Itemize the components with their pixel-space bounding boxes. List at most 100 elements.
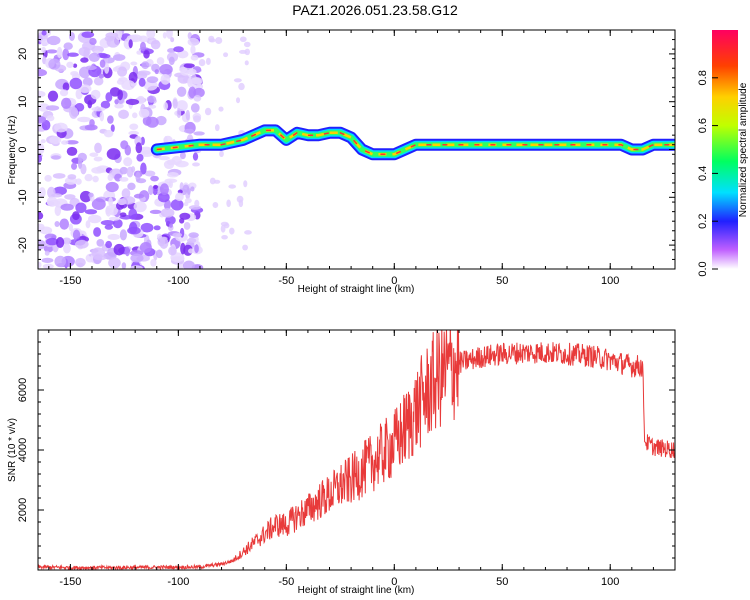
noise-blob [221, 235, 228, 240]
noise-blob [119, 166, 129, 175]
noise-blob [121, 80, 136, 91]
colorbar: 0.0 0.2 0.4 0.6 0.8 Normalized spectral ampl… [697, 30, 749, 277]
noise-blob [212, 202, 219, 209]
noise-blob [159, 64, 173, 75]
noise-blob [104, 35, 114, 42]
noise-blob [157, 192, 170, 203]
noise-blob [112, 218, 123, 229]
spectrogram-x-tick-label: -150 [59, 275, 81, 287]
noise-blob [112, 54, 126, 61]
noise-blob [68, 223, 74, 232]
noise-blob [100, 100, 111, 109]
noise-blob [72, 211, 80, 221]
noise-blob [38, 239, 46, 250]
snr-frame [37, 329, 676, 571]
noise-blob [204, 107, 212, 116]
noise-blob [238, 82, 245, 91]
spectrogram-x-label: Height of straight line (km) [298, 284, 415, 295]
noise-blob [66, 61, 74, 68]
noise-blob [91, 167, 105, 174]
noise-blob [124, 246, 131, 257]
noise-blob [244, 48, 251, 56]
noise-blob [99, 111, 105, 122]
noise-blob [117, 89, 123, 101]
noise-blob [38, 69, 48, 77]
noise-blob [238, 49, 247, 54]
noise-blob [62, 237, 72, 245]
noise-blob [153, 225, 161, 231]
noise-blob [38, 90, 46, 98]
noise-blob [185, 109, 190, 121]
noise-blob [100, 220, 115, 226]
noise-blob [208, 35, 215, 43]
noise-blob [135, 171, 141, 182]
noise-blob [107, 115, 114, 124]
snr-x-tick-label: 0 [391, 576, 397, 588]
noise-blob [166, 159, 176, 166]
colorbar-gradient [712, 30, 738, 269]
noise-blob [112, 66, 119, 72]
noise-blob [187, 37, 200, 47]
snr-y-tick-label: 6000 [17, 378, 29, 402]
noise-blob [193, 87, 205, 98]
noise-blob [244, 60, 249, 66]
noise-blob [41, 30, 47, 36]
noise-blob [121, 262, 127, 269]
noise-blob [96, 239, 105, 247]
noise-blob [105, 240, 113, 249]
noise-blob [176, 108, 182, 119]
noise-blob [63, 42, 73, 50]
spectrogram-y-label: Frequency (Hz) [7, 116, 18, 185]
spectrogram-x-tick-label: 100 [601, 275, 619, 287]
spectrogram-y-tick-label: 10 [17, 96, 29, 108]
noise-blob [219, 150, 224, 158]
noise-blob [65, 140, 79, 145]
noise-blob [170, 37, 175, 43]
noise-blob [40, 139, 46, 144]
noise-blob [172, 232, 183, 238]
snr-y-label: SNR (10 * v/v) [7, 418, 18, 482]
snr-y-tick-label: 2000 [17, 498, 29, 522]
noise-blob [88, 192, 94, 198]
noise-blob [184, 197, 192, 204]
noise-blob [186, 237, 197, 244]
noise-blob [38, 211, 44, 220]
colorbar-label: Normalized spectral amplitude [738, 82, 749, 217]
noise-blob [93, 255, 107, 261]
noise-blob [92, 175, 99, 183]
noise-blob [41, 257, 54, 263]
noise-blob [38, 153, 43, 164]
noise-blob [67, 52, 79, 57]
noise-blob [193, 115, 201, 123]
noise-blob [243, 180, 248, 188]
noise-blob [165, 215, 176, 225]
snr-x-tick-label: 100 [601, 576, 619, 588]
noise-blob [119, 176, 129, 182]
noise-blob [150, 40, 161, 50]
noise-blob [182, 260, 195, 269]
noise-blob [59, 89, 69, 97]
noise-blob [74, 239, 89, 249]
spectrogram-y-tick-label: 20 [17, 48, 29, 60]
noise-blob [62, 48, 70, 61]
noise-blob [94, 142, 102, 154]
noise-blob [175, 160, 189, 168]
noise-blob [128, 130, 139, 136]
spectrogram-x-tick-label: -100 [167, 275, 189, 287]
noise-blob [177, 50, 189, 59]
colorbar-tick-label: 0.4 [697, 166, 709, 181]
noise-blob [121, 188, 131, 199]
noise-blob [157, 237, 166, 247]
noise-blob [128, 39, 133, 49]
noise-blob [45, 237, 59, 246]
noise-blob [88, 52, 100, 63]
noise-blob [69, 31, 75, 41]
noise-blob [91, 198, 106, 211]
noise-blob [198, 59, 206, 67]
noise-blob [105, 92, 113, 102]
noise-blob [190, 103, 200, 113]
noise-blob [176, 86, 187, 97]
noise-blob [160, 73, 171, 85]
noise-blob [72, 63, 78, 68]
